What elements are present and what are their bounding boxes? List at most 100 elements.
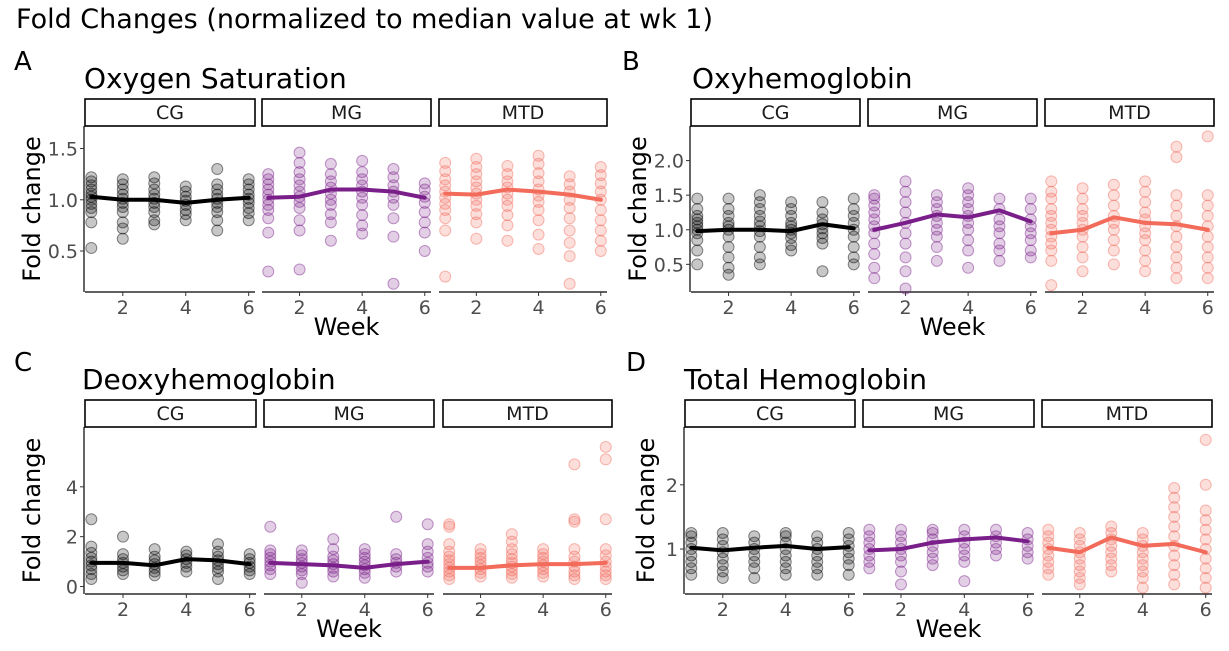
facet-strip bbox=[442, 399, 613, 428]
data-point bbox=[1045, 216, 1058, 229]
data-point bbox=[1168, 501, 1181, 514]
data-point bbox=[685, 549, 698, 562]
data-point bbox=[387, 198, 400, 211]
x-tick-label: 4 bbox=[780, 599, 792, 621]
data-point bbox=[387, 230, 400, 243]
median-line bbox=[695, 222, 856, 234]
data-point bbox=[1201, 261, 1214, 274]
data-point bbox=[779, 555, 792, 568]
data-point bbox=[293, 214, 306, 227]
data-point bbox=[1042, 555, 1055, 568]
data-point bbox=[1199, 514, 1212, 527]
data-point bbox=[1201, 241, 1214, 254]
data-point bbox=[148, 214, 161, 227]
x-tick-label: 4 bbox=[180, 599, 192, 621]
data-point bbox=[501, 159, 514, 172]
data-point bbox=[990, 543, 1002, 556]
data-point bbox=[293, 156, 306, 169]
data-point bbox=[1024, 251, 1037, 264]
data-point bbox=[748, 562, 761, 575]
data-point bbox=[748, 555, 761, 568]
data-point bbox=[993, 220, 1006, 233]
data-point bbox=[594, 224, 607, 237]
data-point bbox=[930, 223, 943, 236]
data-point bbox=[1045, 279, 1058, 292]
data-point bbox=[563, 277, 576, 290]
data-point bbox=[1076, 192, 1089, 205]
data-point bbox=[753, 196, 766, 209]
x-tick-label: 2 bbox=[296, 599, 308, 621]
facet-strip bbox=[684, 399, 856, 428]
data-point bbox=[1139, 234, 1152, 247]
facet-mg: MG 2 4 6 bbox=[263, 399, 435, 621]
panel-letter: A bbox=[14, 47, 32, 77]
data-point bbox=[993, 213, 1006, 226]
x-tick-label: 2 bbox=[470, 297, 482, 319]
data-point bbox=[262, 212, 275, 225]
data-point bbox=[439, 165, 452, 178]
data-point bbox=[1042, 562, 1055, 575]
median-line bbox=[447, 560, 608, 570]
data-point bbox=[470, 175, 483, 188]
data-point bbox=[1105, 565, 1118, 578]
data-point bbox=[212, 538, 224, 551]
data-point bbox=[179, 180, 192, 193]
y-axis-label: Fold change bbox=[632, 438, 660, 584]
data-point bbox=[930, 189, 943, 202]
x-tick-label: 4 bbox=[785, 297, 797, 319]
data-point bbox=[847, 203, 860, 215]
data-point bbox=[958, 549, 971, 562]
data-point bbox=[148, 183, 161, 196]
data-point bbox=[1024, 227, 1037, 240]
facet-cg: CG 2 4 6 bbox=[684, 399, 856, 621]
data-point bbox=[358, 571, 371, 584]
panel-title: Oxyhemoglobin bbox=[692, 62, 913, 95]
x-axis-label: Week bbox=[314, 313, 380, 341]
median-line bbox=[689, 543, 851, 553]
data-point bbox=[753, 209, 766, 222]
data-point bbox=[748, 530, 761, 543]
data-point bbox=[899, 196, 912, 209]
data-point bbox=[1105, 559, 1118, 572]
data-point bbox=[390, 548, 403, 561]
x-tick-label: 6 bbox=[422, 599, 434, 621]
data-point bbox=[1021, 552, 1034, 565]
data-point bbox=[962, 182, 975, 195]
data-point bbox=[868, 189, 881, 202]
data-point bbox=[242, 183, 255, 196]
data-point bbox=[537, 543, 550, 556]
data-point bbox=[599, 569, 612, 582]
data-point bbox=[85, 540, 98, 553]
data-point bbox=[1045, 185, 1058, 198]
data-point bbox=[242, 178, 255, 191]
data-point bbox=[811, 530, 824, 543]
data-point bbox=[847, 241, 860, 254]
data-point bbox=[785, 196, 798, 209]
data-point bbox=[563, 178, 576, 191]
y-tick-label: 1.5 bbox=[48, 139, 78, 161]
data-point bbox=[748, 571, 761, 584]
data-point bbox=[1107, 244, 1120, 257]
data-point bbox=[568, 458, 581, 471]
data-point bbox=[1105, 520, 1118, 533]
data-point bbox=[1042, 549, 1055, 562]
data-point bbox=[868, 213, 881, 226]
data-point bbox=[691, 216, 704, 229]
data-point bbox=[785, 203, 798, 215]
data-point bbox=[1139, 206, 1152, 219]
median-line bbox=[89, 557, 252, 568]
data-point bbox=[1076, 209, 1089, 222]
data-point bbox=[1042, 523, 1055, 536]
data-point bbox=[599, 440, 612, 453]
data-point bbox=[356, 209, 369, 222]
data-point bbox=[930, 254, 943, 267]
data-point bbox=[387, 171, 400, 184]
data-point bbox=[532, 149, 545, 162]
data-point bbox=[264, 520, 277, 533]
data-point bbox=[1105, 539, 1118, 552]
data-point bbox=[563, 212, 576, 225]
data-point bbox=[443, 550, 456, 563]
data-point bbox=[1107, 234, 1120, 247]
x-tick-label: 6 bbox=[244, 599, 256, 621]
data-point bbox=[1170, 241, 1183, 254]
